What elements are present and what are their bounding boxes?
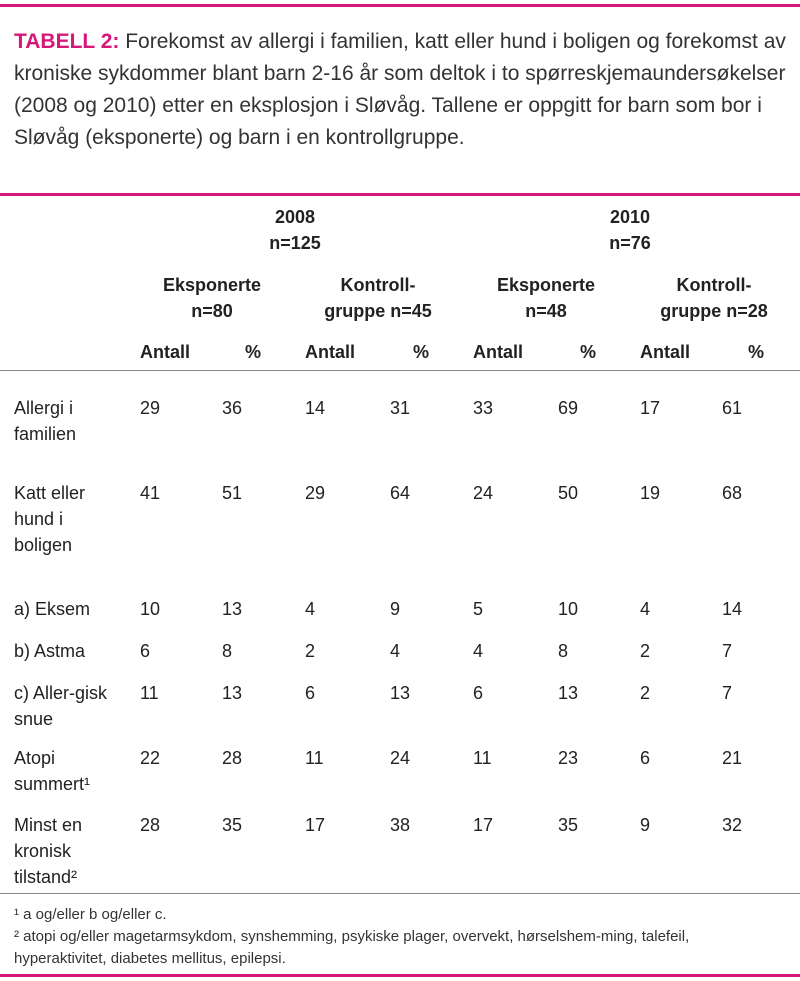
cell: 6 — [140, 641, 151, 661]
cell: 2 — [640, 683, 651, 703]
cell: 29 — [305, 483, 326, 503]
cell: 22 — [140, 748, 161, 768]
column-header: Antall — [305, 342, 356, 362]
cell: 36 — [222, 398, 243, 418]
group-n: n=80 — [191, 301, 233, 321]
cell: 24 — [473, 483, 494, 503]
column-header: Antall — [140, 342, 191, 362]
group-header: Eksponerte — [496, 275, 596, 295]
year-header: 2008 — [274, 207, 316, 227]
cell: 29 — [140, 398, 161, 418]
group-n: n=48 — [525, 301, 567, 321]
column-header: % — [580, 342, 597, 362]
column-header: % — [413, 342, 430, 362]
column-header: % — [245, 342, 262, 362]
cell: 6 — [305, 683, 316, 703]
row-label: c) Aller-gisk snue — [14, 683, 108, 729]
cell: 50 — [558, 483, 579, 503]
cell: 17 — [305, 815, 326, 835]
footnote: ² atopi og/eller magetarmsykdom, synshem… — [14, 928, 690, 967]
year-n: n=76 — [609, 233, 651, 253]
table-bottom-rule — [0, 893, 800, 894]
column-header: Antall — [473, 342, 524, 362]
group-header: Kontroll- — [340, 275, 416, 295]
cell: 21 — [722, 748, 743, 768]
cell: 24 — [390, 748, 411, 768]
row-label: Atopi summert¹ — [14, 748, 90, 794]
cell: 14 — [722, 599, 743, 619]
cell: 11 — [473, 748, 492, 768]
cell: 61 — [722, 398, 743, 418]
column-header: Antall — [640, 342, 691, 362]
footnotes: ¹ a og/eller b og/eller c. ² atopi og/ell… — [14, 904, 754, 970]
caption-label: TABELL 2: — [14, 30, 120, 53]
cell: 9 — [640, 815, 651, 835]
cell: 10 — [558, 599, 579, 619]
cell: 17 — [640, 398, 661, 418]
row-label: b) Astma — [14, 641, 86, 661]
row-label: a) Eksem — [14, 599, 91, 619]
cell: 35 — [558, 815, 579, 835]
cell: 9 — [390, 599, 401, 619]
row-label: Katt eller hund i boligen — [14, 483, 86, 555]
cell: 4 — [640, 599, 651, 619]
cell: 4 — [473, 641, 484, 661]
cell: 28 — [140, 815, 161, 835]
column-header: % — [748, 342, 765, 362]
cell: 28 — [222, 748, 243, 768]
cell: 17 — [473, 815, 494, 835]
cell: 14 — [305, 398, 326, 418]
cell: 69 — [558, 398, 579, 418]
group-n: gruppe n=28 — [660, 301, 768, 321]
cell: 10 — [140, 599, 161, 619]
cell: 7 — [722, 683, 733, 703]
cell: 5 — [473, 599, 484, 619]
cell: 19 — [640, 483, 661, 503]
caption-rule — [0, 193, 800, 196]
cell: 7 — [722, 641, 733, 661]
cell: 38 — [390, 815, 411, 835]
cell: 2 — [305, 641, 316, 661]
bottom-rule — [0, 974, 800, 977]
cell: 31 — [390, 398, 411, 418]
top-rule — [0, 4, 800, 7]
cell: 32 — [722, 815, 743, 835]
row-label: Allergi i familien — [14, 398, 77, 444]
cell: 33 — [473, 398, 494, 418]
cell: 51 — [222, 483, 243, 503]
cell: 68 — [722, 483, 743, 503]
cell: 41 — [140, 483, 161, 503]
cell: 4 — [305, 599, 316, 619]
cell: 13 — [558, 683, 579, 703]
group-header: Kontroll- — [676, 275, 752, 295]
cell: 23 — [558, 748, 579, 768]
group-header: Eksponerte — [162, 275, 262, 295]
caption-text: Forekomst av allergi i familien, katt el… — [14, 30, 786, 149]
year-n: n=125 — [269, 233, 321, 253]
cell: 2 — [640, 641, 651, 661]
cell: 8 — [558, 641, 569, 661]
cell: 4 — [390, 641, 401, 661]
row-label: Minst en kronisk tilstand² — [14, 815, 83, 887]
cell: 13 — [222, 599, 243, 619]
cell: 13 — [222, 683, 243, 703]
header-rule — [0, 370, 800, 371]
cell: 35 — [222, 815, 243, 835]
group-n: gruppe n=45 — [324, 301, 432, 321]
cell: 13 — [390, 683, 411, 703]
cell: 64 — [390, 483, 411, 503]
caption: TABELL 2: Forekomst av allergi i familie… — [14, 26, 790, 154]
cell: 6 — [473, 683, 484, 703]
year-header: 2010 — [609, 207, 651, 227]
cell: 8 — [222, 641, 233, 661]
cell: 11 — [140, 683, 159, 703]
cell: 11 — [305, 748, 324, 768]
footnote: ¹ a og/eller b og/eller c. — [14, 906, 167, 923]
cell: 6 — [640, 748, 651, 768]
